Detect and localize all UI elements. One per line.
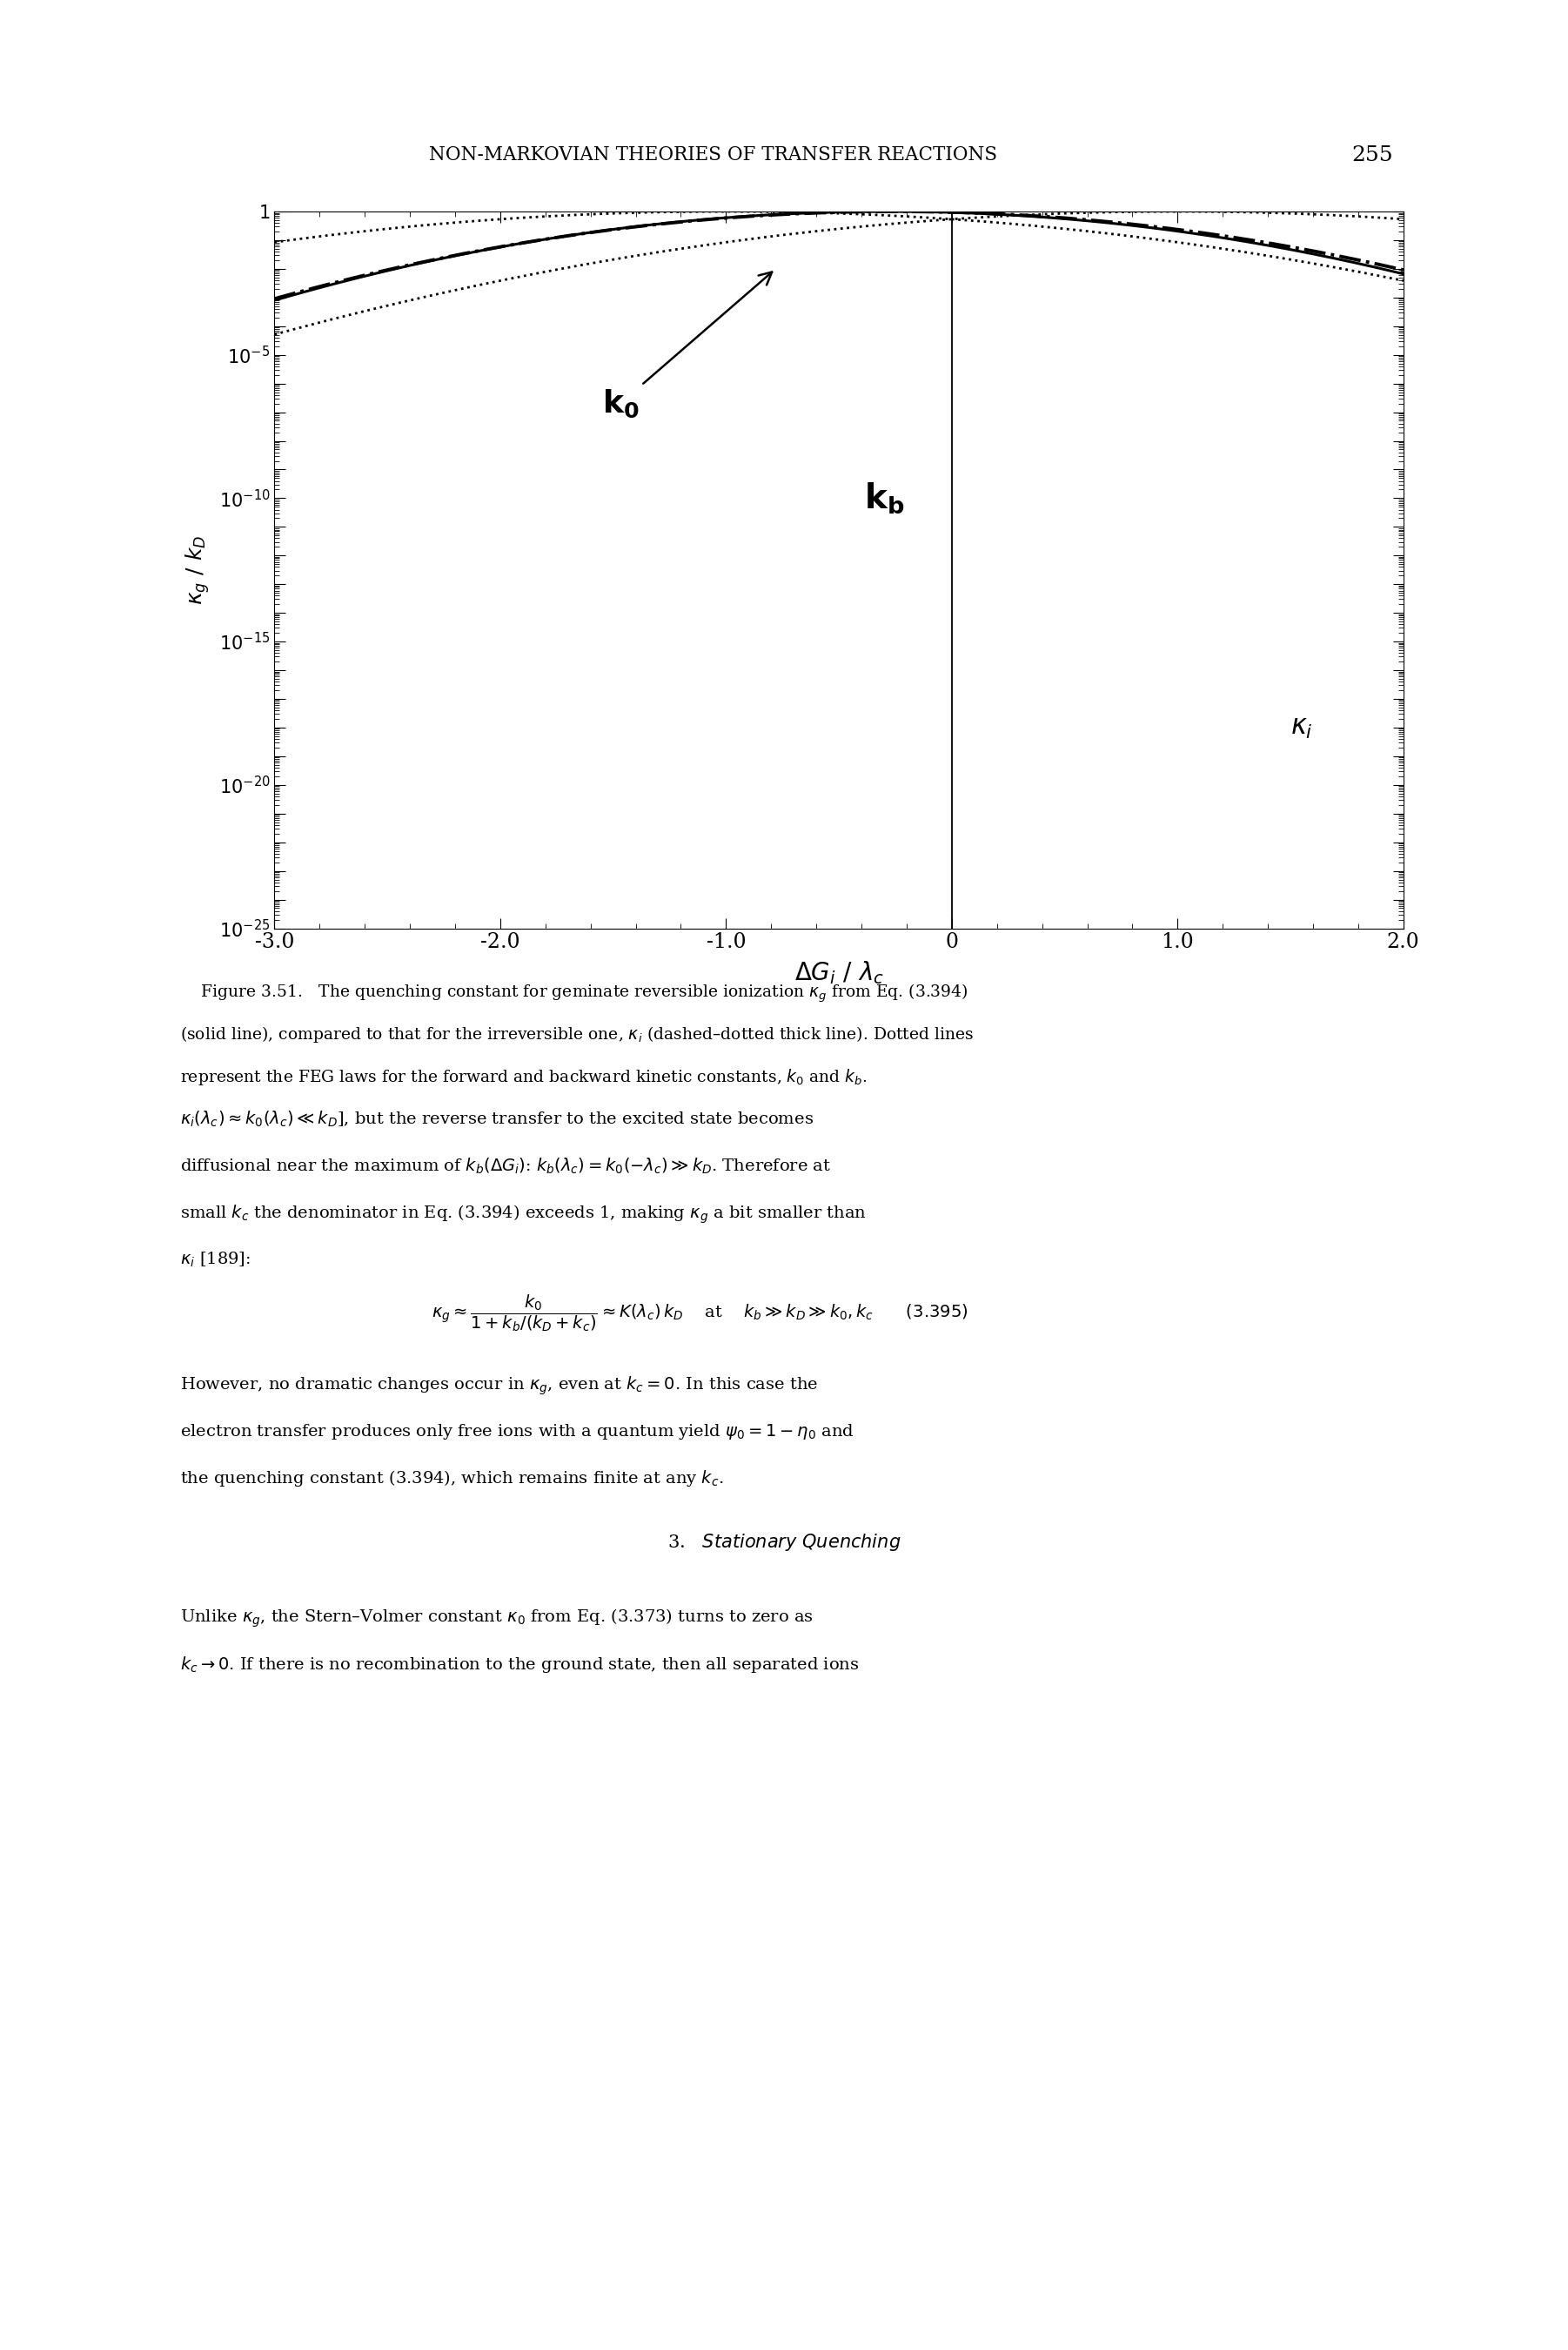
Text: Unlike $\kappa_g$, the Stern–Volmer constant $\kappa_0$ from Eq. (3.373) turns t: Unlike $\kappa_g$, the Stern–Volmer cons… [180,1607,814,1629]
Text: $\kappa_i$ [189]:: $\kappa_i$ [189]: [180,1250,251,1269]
Text: $\kappa_i(\lambda_c) \approx k_0(\lambda_c) \ll k_D$], but the reverse transfer : $\kappa_i(\lambda_c) \approx k_0(\lambda… [180,1109,814,1128]
Text: NON-MARKOVIAN THEORIES OF TRANSFER REACTIONS: NON-MARKOVIAN THEORIES OF TRANSFER REACT… [430,146,997,165]
Text: (solid line), compared to that for the irreversible one, $\kappa_i$ (dashed–dott: (solid line), compared to that for the i… [180,1025,974,1046]
Text: the quenching constant (3.394), which remains finite at any $k_c$.: the quenching constant (3.394), which re… [180,1469,724,1490]
Text: Figure 3.51.   The quenching constant for geminate reversible ionization $\kappa: Figure 3.51. The quenching constant for … [180,982,969,1003]
Text: $\mathbf{k_b}$: $\mathbf{k_b}$ [864,482,905,515]
Y-axis label: $\kappa_g\ /\ k_D$: $\kappa_g\ /\ k_D$ [185,536,212,604]
Text: $\kappa_i$: $\kappa_i$ [1290,714,1312,740]
Text: diffusional near the maximum of $k_b(\Delta G_i)$: $k_b(\lambda_c) = k_0(-\lambd: diffusional near the maximum of $k_b(\De… [180,1156,831,1175]
Text: However, no dramatic changes occur in $\kappa_g$, even at $k_c = 0$. In this cas: However, no dramatic changes occur in $\… [180,1375,818,1396]
Text: $\kappa_g \approx \dfrac{k_0}{1 + k_b/(k_D + k_c)} \approx K(\lambda_c)\,k_D$$\q: $\kappa_g \approx \dfrac{k_0}{1 + k_b/(k… [431,1293,967,1332]
X-axis label: $\Delta G_i\ /\ \lambda_c$: $\Delta G_i\ /\ \lambda_c$ [793,959,884,987]
Text: small $k_c$ the denominator in Eq. (3.394) exceeds 1, making $\kappa_g$ a bit sm: small $k_c$ the denominator in Eq. (3.39… [180,1203,867,1224]
Text: 255: 255 [1352,146,1392,165]
Text: represent the FEG laws for the forward and backward kinetic constants, $k_0$ and: represent the FEG laws for the forward a… [180,1067,867,1088]
Text: $k_c \to 0$. If there is no recombination to the ground state, then all separate: $k_c \to 0$. If there is no recombinatio… [180,1654,859,1676]
Text: 3.   $\mathit{Stationary\ Quenching}$: 3. $\mathit{Stationary\ Quenching}$ [668,1532,900,1553]
Text: electron transfer produces only free ions with a quantum yield $\psi_0 = 1 - \et: electron transfer produces only free ion… [180,1422,855,1441]
Text: $\mathbf{k_0}$: $\mathbf{k_0}$ [602,273,771,418]
